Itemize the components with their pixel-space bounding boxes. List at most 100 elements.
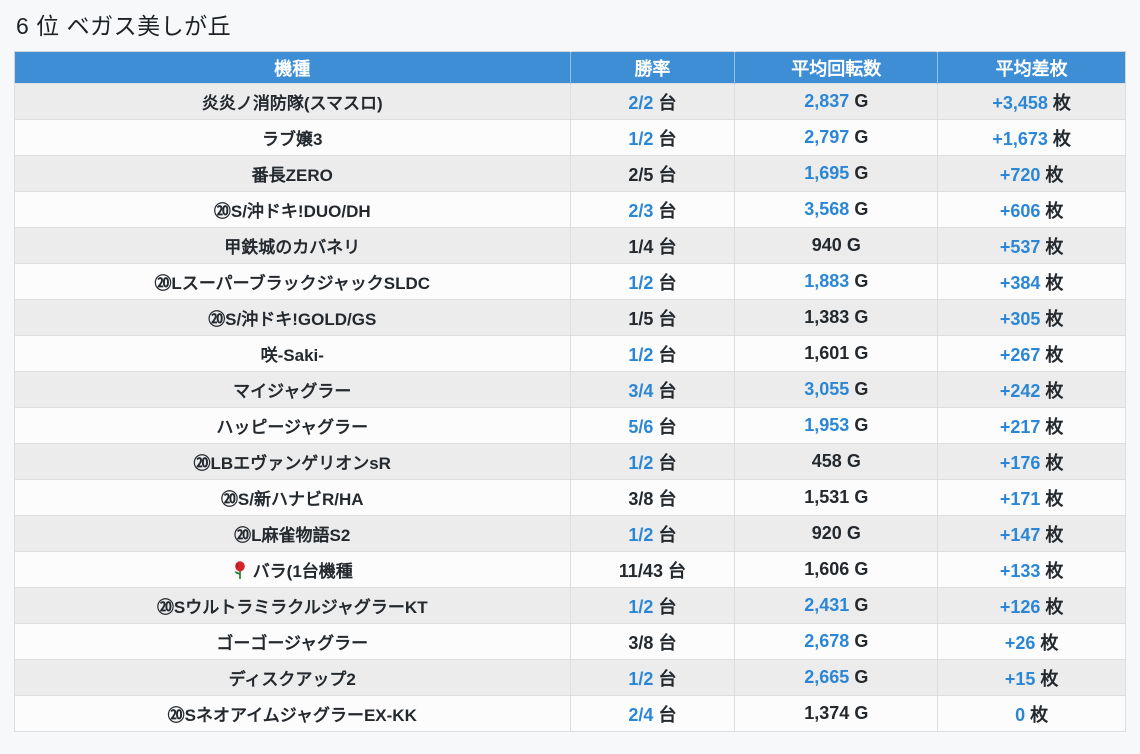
avg-spins-cell: 1,374 G bbox=[734, 695, 939, 732]
avg-spins-cell-unit: G bbox=[849, 307, 869, 327]
win-rate-cell: 1/2 台 bbox=[569, 119, 736, 156]
machine-name-cell: マイジャグラー bbox=[14, 371, 571, 408]
machine-name: ハッピージャグラー bbox=[216, 418, 369, 437]
page: 6 位 ベガス美しが丘 機種 勝率 平均回転数 平均差枚 炎炎ノ消防隊(スマスロ… bbox=[14, 13, 1126, 732]
avg-diff-cell: +242 枚 bbox=[937, 371, 1126, 408]
win-rate-cell-unit: 台 bbox=[653, 380, 677, 401]
machine-name-cell: ⑳SネオアイムジャグラーEX-KK bbox=[14, 695, 571, 732]
avg-diff-cell-unit: 枚 bbox=[1040, 380, 1064, 401]
avg-diff-cell-unit: 枚 bbox=[1040, 236, 1064, 257]
avg-diff-cell-unit: 枚 bbox=[1040, 416, 1064, 437]
avg-spins-cell: 940 G bbox=[734, 227, 939, 264]
avg-spins-cell: 1,601 G bbox=[734, 335, 939, 372]
avg-spins-cell-unit: G bbox=[849, 703, 869, 723]
rose-icon bbox=[232, 561, 248, 582]
avg-spins-cell-value: 1,883 bbox=[804, 271, 850, 291]
avg-diff-cell-value: +3,458 bbox=[992, 92, 1048, 113]
win-rate-cell-value: 2/3 bbox=[628, 200, 654, 221]
avg-spins-cell-value: 458 bbox=[811, 451, 842, 471]
machine-name-cell: ディスクアップ2 bbox=[14, 659, 571, 696]
win-rate-cell: 1/4 台 bbox=[569, 227, 736, 264]
win-rate-cell: 1/2 台 bbox=[569, 659, 736, 696]
avg-diff-cell-unit: 枚 bbox=[1040, 272, 1064, 293]
avg-spins-cell-unit: G bbox=[841, 523, 861, 543]
machine-name: ⑳LスーパーブラックジャックSLDC bbox=[154, 274, 431, 293]
avg-spins-cell-unit: G bbox=[841, 451, 861, 471]
avg-spins-cell-value: 2,665 bbox=[804, 667, 850, 687]
avg-diff-cell: +26 枚 bbox=[937, 623, 1126, 660]
avg-diff-cell-value: +15 bbox=[1004, 668, 1036, 689]
win-rate-cell: 2/3 台 bbox=[569, 191, 736, 228]
machine-name: 咲-Saki- bbox=[260, 346, 324, 365]
machine-name-cell: ⑳S/新ハナビR/HA bbox=[14, 479, 571, 516]
avg-spins-cell-unit: G bbox=[849, 163, 869, 183]
avg-diff-cell: +720 枚 bbox=[937, 155, 1126, 192]
avg-spins-cell: 1,953 G bbox=[734, 407, 939, 444]
win-rate-cell-unit: 台 bbox=[653, 632, 677, 653]
avg-spins-cell-unit: G bbox=[849, 559, 869, 579]
avg-spins-cell: 2,678 G bbox=[734, 623, 939, 660]
avg-diff-cell-unit: 枚 bbox=[1025, 704, 1049, 725]
win-rate-cell-unit: 台 bbox=[653, 704, 677, 725]
avg-diff-cell-unit: 枚 bbox=[1040, 308, 1064, 329]
avg-spins-cell-value: 1,953 bbox=[804, 415, 850, 435]
win-rate-cell-value: 1/2 bbox=[628, 128, 654, 149]
machine-name: ゴーゴージャグラー bbox=[216, 634, 369, 653]
machine-name-cell: ⑳LBエヴァンゲリオンsR bbox=[14, 443, 571, 480]
avg-spins-cell-value: 920 bbox=[811, 523, 842, 543]
avg-diff-cell-unit: 枚 bbox=[1040, 524, 1064, 545]
col-header-win-rate: 勝率 bbox=[569, 51, 735, 84]
avg-spins-cell-unit: G bbox=[849, 415, 869, 435]
avg-diff-cell: +171 枚 bbox=[937, 479, 1126, 516]
avg-diff-cell-unit: 枚 bbox=[1040, 452, 1064, 473]
avg-spins-cell-value: 1,374 bbox=[804, 703, 850, 723]
win-rate-cell-value: 1/2 bbox=[628, 524, 654, 545]
avg-spins-cell-unit: G bbox=[849, 667, 869, 687]
machine-name: ⑳SネオアイムジャグラーEX-KK bbox=[167, 706, 417, 725]
win-rate-cell-unit: 台 bbox=[653, 452, 677, 473]
avg-diff-cell-value: +147 bbox=[999, 524, 1041, 545]
table-row: 咲-Saki- 1/2 台 1,601 G +267 枚 bbox=[14, 335, 1126, 372]
col-header-machine: 機種 bbox=[14, 51, 571, 84]
avg-spins-cell: 3,055 G bbox=[734, 371, 939, 408]
machine-name: バラ(1台機種 bbox=[252, 562, 353, 581]
col-header-avg-spins: 平均回転数 bbox=[734, 51, 938, 84]
avg-diff-cell-unit: 枚 bbox=[1040, 560, 1064, 581]
win-rate-cell: 1/2 台 bbox=[569, 335, 736, 372]
win-rate-cell: 3/8 台 bbox=[569, 479, 736, 516]
win-rate-cell: 2/2 台 bbox=[569, 83, 736, 120]
win-rate-cell-unit: 台 bbox=[653, 236, 677, 257]
win-rate-cell-unit: 台 bbox=[662, 560, 686, 581]
machine-name: 番長ZERO bbox=[251, 166, 333, 185]
table-row: マイジャグラー 3/4 台 3,055 G +242 枚 bbox=[14, 371, 1126, 408]
avg-spins-cell-value: 1,606 bbox=[804, 559, 850, 579]
win-rate-cell-unit: 台 bbox=[653, 596, 677, 617]
avg-spins-cell: 2,431 G bbox=[734, 587, 939, 624]
avg-diff-cell-unit: 枚 bbox=[1040, 200, 1064, 221]
avg-spins-cell-unit: G bbox=[849, 631, 869, 651]
avg-diff-cell-unit: 枚 bbox=[1040, 488, 1064, 509]
machine-name-cell: ⑳S/沖ドキ!DUO/DH bbox=[14, 191, 571, 228]
machine-name: ⑳S/新ハナビR/HA bbox=[220, 490, 364, 509]
avg-diff-cell-value: 0 bbox=[1015, 704, 1026, 725]
avg-spins-cell-value: 2,837 bbox=[804, 91, 850, 111]
avg-diff-cell-value: +267 bbox=[999, 344, 1041, 365]
win-rate-cell-unit: 台 bbox=[653, 128, 677, 149]
table-header-row: 機種 勝率 平均回転数 平均差枚 bbox=[14, 51, 1126, 84]
machine-name-cell: バラ(1台機種 bbox=[14, 551, 571, 588]
table-row: 炎炎ノ消防隊(スマスロ) 2/2 台 2,837 G +3,458 枚 bbox=[14, 83, 1126, 120]
win-rate-cell-unit: 台 bbox=[653, 668, 677, 689]
machine-name-cell: ⑳S/沖ドキ!GOLD/GS bbox=[14, 299, 571, 336]
avg-spins-cell-value: 3,568 bbox=[804, 199, 850, 219]
win-rate-cell-value: 1/4 bbox=[628, 236, 654, 257]
avg-spins-cell: 2,837 G bbox=[734, 83, 939, 120]
avg-diff-cell: +606 枚 bbox=[937, 191, 1126, 228]
win-rate-cell-unit: 台 bbox=[653, 488, 677, 509]
win-rate-cell-unit: 台 bbox=[653, 164, 677, 185]
avg-spins-cell-value: 2,431 bbox=[804, 595, 850, 615]
win-rate-cell: 3/8 台 bbox=[569, 623, 736, 660]
avg-diff-cell: 0 枚 bbox=[937, 695, 1126, 732]
win-rate-cell: 2/4 台 bbox=[569, 695, 736, 732]
avg-diff-cell: +126 枚 bbox=[937, 587, 1126, 624]
avg-diff-cell-unit: 枚 bbox=[1047, 128, 1071, 149]
